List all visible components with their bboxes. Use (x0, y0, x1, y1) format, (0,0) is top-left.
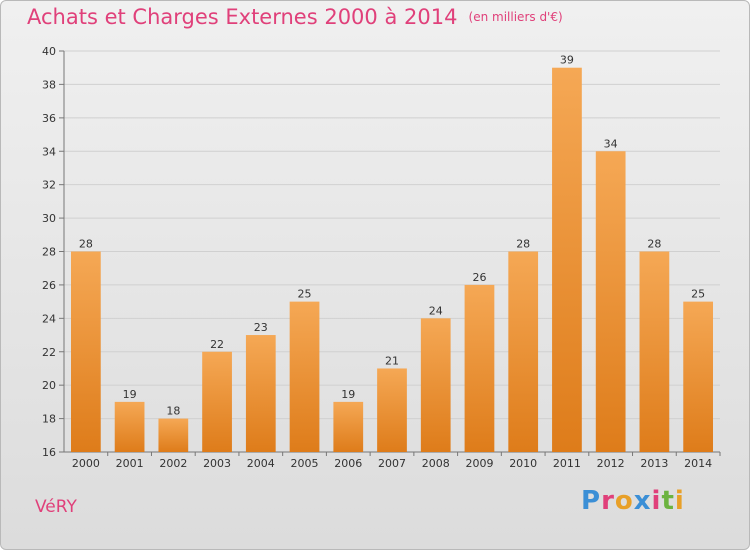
x-tick-label: 2007 (378, 457, 406, 470)
bar (683, 301, 714, 452)
data-label: 23 (254, 321, 268, 334)
bar (333, 401, 364, 452)
logo-letter: x (633, 486, 652, 516)
title-text: Achats et Charges Externes 2000 à 2014 (27, 5, 458, 29)
y-tick-label: 30 (42, 212, 56, 225)
x-tick-label: 2006 (334, 457, 362, 470)
bar (289, 301, 320, 452)
data-label: 18 (166, 405, 180, 418)
x-tick-label: 2001 (116, 457, 144, 470)
y-tick-label: 18 (42, 413, 56, 426)
logo-letter: t (661, 486, 675, 516)
x-tick-label: 2014 (684, 457, 712, 470)
bar (595, 151, 626, 452)
bar (639, 251, 670, 452)
data-label: 21 (385, 354, 399, 367)
data-label: 28 (79, 238, 93, 251)
data-label: 25 (691, 288, 705, 301)
data-label: 26 (472, 271, 486, 284)
x-tick-label: 2012 (597, 457, 625, 470)
data-label: 39 (560, 54, 574, 67)
y-tick-label: 38 (42, 78, 56, 91)
data-label: 28 (647, 238, 661, 251)
data-label: 19 (123, 388, 137, 401)
x-tick-label: 2011 (553, 457, 581, 470)
logo-letter: i (651, 486, 662, 516)
unit-note: (en milliers d'€) (468, 10, 563, 24)
data-label: 28 (516, 238, 530, 251)
x-tick-label: 2003 (203, 457, 231, 470)
proxiti-logo: Proxiti (581, 486, 685, 516)
x-tick-label: 2008 (422, 457, 450, 470)
y-tick-label: 22 (42, 346, 56, 359)
bar (202, 351, 232, 452)
bar (114, 401, 145, 452)
bar (420, 318, 451, 452)
y-tick-label: 24 (42, 312, 56, 325)
x-tick-label: 2013 (640, 457, 668, 470)
logo-letter: i (674, 486, 685, 516)
y-tick-label: 34 (42, 145, 56, 158)
y-tick-label: 16 (42, 446, 56, 459)
y-tick-label: 32 (42, 179, 56, 192)
x-tick-labels: 2000 2001 2002 2003 2004 2005 2006 2007 2008 2009… (72, 457, 712, 470)
bar (158, 418, 189, 452)
chart-title: Achats et Charges Externes 2000 à 2014 (… (27, 5, 563, 29)
x-tick-label: 2004 (247, 457, 275, 470)
data-label: 34 (604, 137, 618, 150)
y-tick-label: 28 (42, 246, 56, 259)
x-tick-label: 2005 (291, 457, 319, 470)
x-tick-label: 2002 (159, 457, 187, 470)
bar (377, 368, 407, 452)
bar (464, 284, 495, 452)
y-tick-labels: 16 18 20 22 24 26 28 30 32 34 36 38 40 (42, 45, 56, 459)
logo-letter: P (581, 486, 602, 516)
data-labels: 28 19 18 22 23 25 19 21 24 26 28 39 34 28 25 (79, 54, 705, 418)
logo-letter: r (601, 486, 615, 516)
x-tick-label: 2010 (509, 457, 537, 470)
y-tick-label: 26 (42, 279, 56, 292)
x-tick-label: 2000 (72, 457, 100, 470)
y-tick-label: 40 (42, 45, 56, 58)
data-label: 22 (210, 338, 224, 351)
y-tick-label: 20 (42, 379, 56, 392)
bar (245, 335, 276, 452)
data-label: 25 (298, 288, 312, 301)
x-tick-label: 2009 (465, 457, 493, 470)
data-label: 24 (429, 304, 443, 317)
bar (552, 67, 582, 452)
bars (70, 67, 714, 452)
logo-letter: o (614, 486, 634, 516)
bar (508, 251, 539, 452)
bar (70, 251, 101, 452)
data-label: 19 (341, 388, 355, 401)
y-tick-label: 36 (42, 112, 56, 125)
commune-name: VéRY (35, 497, 77, 517)
